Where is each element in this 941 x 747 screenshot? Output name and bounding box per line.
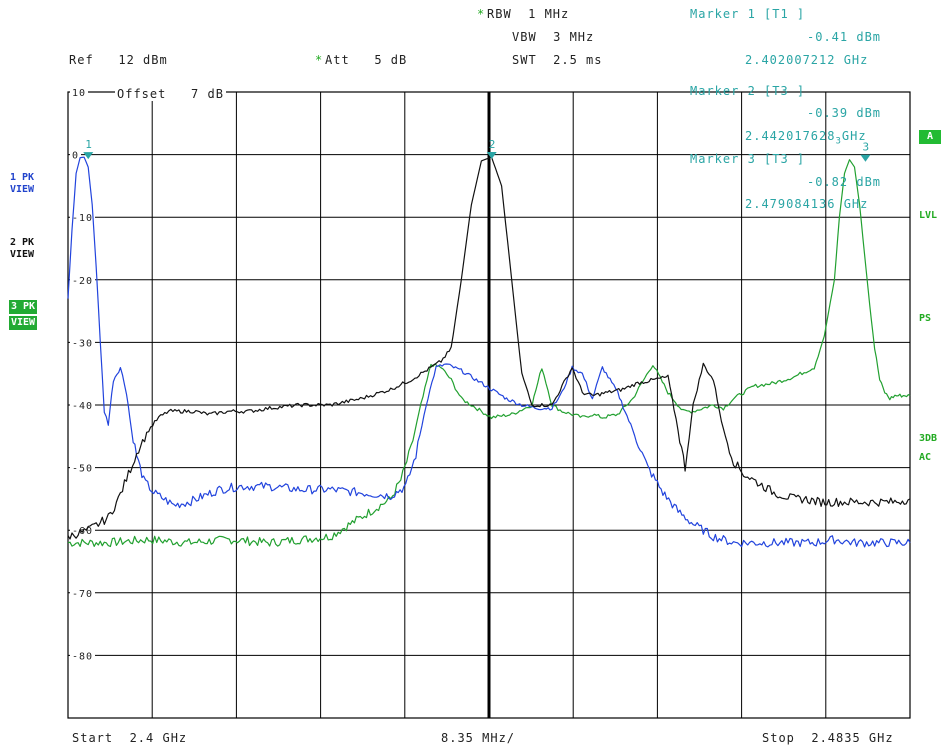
- ps-indicator: PS: [919, 313, 932, 324]
- ac-indicator: AC: [919, 452, 932, 463]
- y-tick-bg: [70, 649, 95, 662]
- marker2-freq: 2.4420176283GHz: [745, 129, 867, 148]
- marker-2-number: 2: [489, 138, 496, 151]
- y-tick-bg: [70, 273, 95, 286]
- marker2-title: Marker 2 [T3 ]: [690, 84, 806, 98]
- marker-1-triangle: [83, 152, 94, 160]
- marker3-freq: 2.479084136 GHz: [745, 197, 869, 211]
- trace1-view: VIEW: [10, 184, 35, 195]
- y-tick-bg: [70, 211, 95, 224]
- y-tick-label: -70: [72, 589, 93, 600]
- start-frequency: Start 2.4 GHz: [72, 731, 188, 745]
- y-tick-label: -40: [72, 401, 93, 412]
- marker-points: 1 2 3: [83, 138, 871, 162]
- trace1-label: 1 PK VIEW: [10, 172, 34, 196]
- marker3-title: Marker 3 [T3 ]: [690, 152, 806, 166]
- swt-label: SWT 2.5 ms: [512, 53, 603, 67]
- attenuation-label: Att 5 dB: [325, 53, 408, 67]
- rbw-label: RBW 1 MHz: [487, 7, 570, 21]
- y-tick-label: -10: [72, 213, 93, 224]
- vbw-label: VBW 3 MHz: [512, 30, 595, 44]
- marker-2-triangle: [486, 152, 497, 160]
- y-tick-bg: [70, 336, 95, 349]
- span-per-division: 8.35 MHz/: [441, 731, 516, 745]
- y-tick-bg: [70, 86, 88, 98]
- trace-2-line: [67, 156, 911, 540]
- trace2-label: 2 PK VIEW: [10, 237, 34, 261]
- a-indicator: A: [919, 130, 941, 144]
- marker2-freq-unit: GHz: [841, 129, 867, 143]
- marker-3-number: 3: [862, 141, 869, 154]
- y-tick-label: -30: [72, 338, 93, 349]
- ref-level-label: Ref 12 dBm: [69, 53, 168, 67]
- marker1-title: Marker 1 [T1 ]: [690, 7, 806, 21]
- trace3-label: 3 PK VIEW: [9, 300, 38, 330]
- y-tick-label: -50: [72, 464, 93, 475]
- y-tick-label: 10: [72, 88, 86, 99]
- y-tick-bg: [70, 148, 81, 161]
- y-tick-label: -20: [72, 276, 93, 287]
- trace2-mode: 2 PK: [10, 237, 35, 248]
- trace2-view: VIEW: [10, 249, 35, 260]
- trace3-view: VIEW: [9, 316, 38, 330]
- trace-3-line: [67, 159, 911, 548]
- stop-frequency: Stop 2.4835 GHz: [762, 731, 894, 745]
- marker2-freq-value: 2.442017628: [745, 129, 836, 143]
- y-tick-bg: [70, 461, 95, 474]
- y-tick-labels: 100-10-20-30-40-50-60-70-80: [70, 86, 95, 662]
- trace3-mode: 3 PK: [9, 300, 38, 314]
- y-tick-bg: [70, 586, 95, 599]
- trace-1-line: [67, 156, 911, 548]
- y-tick-bg: [70, 399, 95, 411]
- marker-3-triangle: [860, 154, 871, 162]
- lvl-indicator: LVL: [919, 210, 938, 221]
- grid: [67, 91, 911, 719]
- trace1-mode: 1 PK: [10, 172, 35, 183]
- marker3-level: -0.82 dBm: [807, 175, 882, 189]
- offset-label: Offset 7 dB: [115, 87, 226, 101]
- marker1-freq: 2.402007212 GHz: [745, 53, 869, 67]
- y-tick-label: 0: [72, 151, 79, 162]
- marker1-level: -0.41 dBm: [807, 30, 882, 44]
- marker2-level: -0.39 dBm: [807, 106, 882, 120]
- att-star: *: [315, 53, 324, 67]
- y-tick-bg: [70, 524, 95, 537]
- traces: [67, 156, 911, 548]
- y-tick-label: -80: [72, 651, 93, 662]
- marker2-freq-sub: 3: [835, 136, 842, 147]
- three-db-indicator: 3DB: [919, 433, 938, 444]
- rbw-star: *: [477, 7, 486, 21]
- marker-1-number: 1: [85, 138, 92, 151]
